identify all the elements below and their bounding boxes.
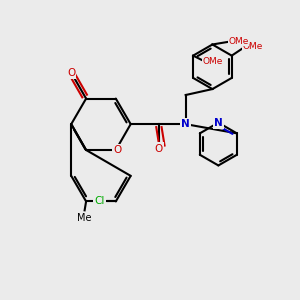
Text: Cl: Cl [94, 196, 105, 206]
Text: N: N [181, 119, 190, 129]
Text: O: O [155, 143, 163, 154]
Text: O: O [113, 145, 122, 155]
Text: OMe: OMe [203, 57, 223, 66]
Text: OMe: OMe [228, 37, 248, 46]
Text: N: N [214, 118, 223, 128]
Text: Me: Me [77, 213, 92, 223]
Text: O: O [67, 68, 75, 78]
Text: OMe: OMe [242, 42, 263, 51]
